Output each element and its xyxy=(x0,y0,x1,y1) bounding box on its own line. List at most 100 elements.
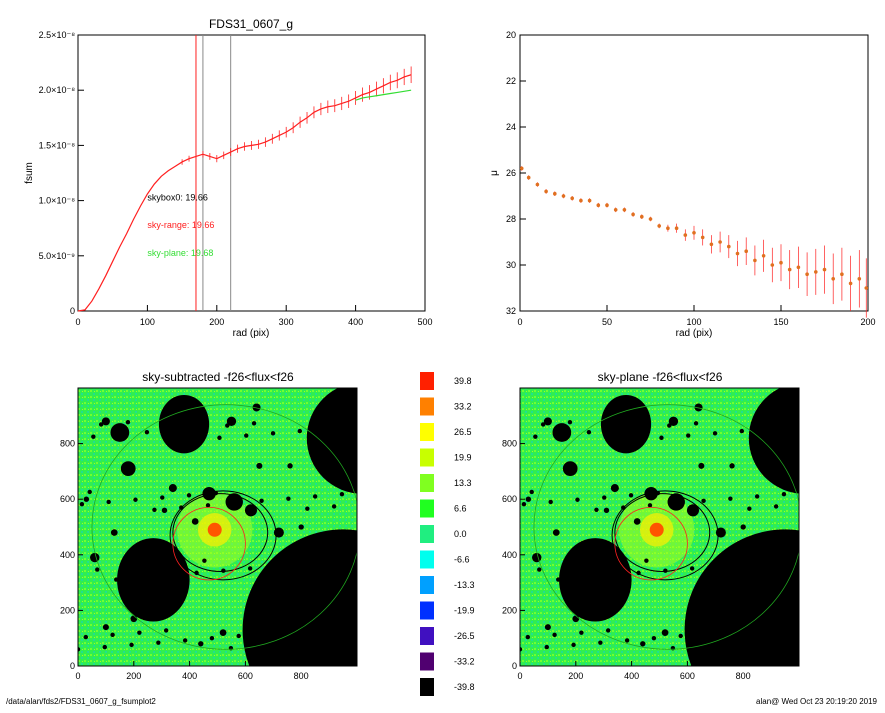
mu-xtick-label: 150 xyxy=(773,317,788,327)
star-mask-small xyxy=(785,436,790,442)
mu-point xyxy=(535,182,540,187)
fsum-ytick-label: 1.5×10⁻⁸ xyxy=(39,140,76,150)
fsum-ylabel: fsum xyxy=(24,162,35,184)
star-mask-small xyxy=(305,506,310,511)
star-mask xyxy=(110,529,118,536)
image-xtick-label: 800 xyxy=(736,671,751,681)
star-mask-small xyxy=(663,568,668,573)
mu-point xyxy=(840,272,844,277)
mu-point xyxy=(631,212,635,217)
star-mask xyxy=(761,539,770,548)
mu-ytick-label: 20 xyxy=(506,30,516,40)
mu-point xyxy=(519,166,524,171)
star-mask xyxy=(543,417,552,426)
star-mask xyxy=(562,461,578,476)
star-mask-small xyxy=(667,423,672,428)
star-mask-small xyxy=(79,502,85,507)
image-xtick-label: 600 xyxy=(238,671,253,681)
star-mask xyxy=(144,546,151,553)
mu-point xyxy=(570,196,574,201)
star-mask-small xyxy=(328,559,333,564)
mu-point xyxy=(848,281,853,286)
left-image-panel: sky-subtracted -f26<flux<f26 0 200 400 600 8… xyxy=(60,370,358,681)
fsum-skyplane-line xyxy=(355,89,412,101)
star-mask-small xyxy=(182,638,188,643)
image-ytick-label: 200 xyxy=(502,605,517,615)
colorbar-label: 39.8 xyxy=(454,376,472,386)
star-mask-small xyxy=(647,503,653,508)
star-mask-small xyxy=(567,419,573,425)
star-mask xyxy=(219,629,227,636)
star-mask xyxy=(102,624,109,631)
star-mask xyxy=(698,462,705,469)
fsum-xtick-label: 200 xyxy=(209,317,224,327)
image-xtick-label: 0 xyxy=(75,671,80,681)
fsum-xtick-label: 0 xyxy=(75,317,80,327)
mu-point xyxy=(718,240,722,244)
star-mask xyxy=(120,461,136,476)
image-xtick-label: 200 xyxy=(126,671,141,681)
colorbar-swatch xyxy=(420,652,434,671)
image-ytick-label: 0 xyxy=(512,661,517,671)
star-mask-small xyxy=(743,561,748,567)
mu-point xyxy=(831,277,835,281)
star-mask-small xyxy=(282,641,287,646)
image-frame xyxy=(77,387,358,667)
star-mask-small xyxy=(544,644,549,650)
star-mask-small xyxy=(613,427,618,433)
star-mask-small xyxy=(286,496,291,501)
mu-point xyxy=(692,231,696,235)
mu-point xyxy=(526,175,531,180)
star-mask-small xyxy=(190,437,195,443)
mu-point xyxy=(579,198,583,203)
fsum-annotation: sky-range: 19.66 xyxy=(147,220,214,230)
colorbar-swatch xyxy=(420,423,434,441)
mu-point xyxy=(553,191,557,196)
colorbar-label: 13.3 xyxy=(454,478,472,488)
star-mask-small xyxy=(266,576,272,581)
mu-point xyxy=(622,208,627,212)
fsum-ytick-label: 1.0×10⁻⁸ xyxy=(39,196,76,206)
mu-point xyxy=(544,189,548,194)
mu-panel: 0 50 100 150 200 20 22 24 26 28 30 32 rad (pix) μ xyxy=(489,30,876,339)
star-mask-small xyxy=(270,431,276,436)
star-mask-small xyxy=(575,497,580,502)
colorbar-label: -39.8 xyxy=(454,682,475,692)
star-mask-small xyxy=(609,572,614,578)
mask-top xyxy=(600,394,652,454)
star-mask xyxy=(686,504,700,517)
star-mask-small xyxy=(335,637,341,642)
star-mask-small xyxy=(770,559,775,564)
image-ytick-label: 800 xyxy=(502,439,517,449)
fsum-ytick-label: 0 xyxy=(70,306,75,316)
star-mask-small xyxy=(735,574,741,579)
star-mask-small xyxy=(602,495,607,500)
colorbar-swatch xyxy=(420,627,434,645)
mu-point xyxy=(779,260,783,265)
fsum-plot-area xyxy=(77,34,426,312)
fsum-xtick-label: 400 xyxy=(348,317,363,327)
star-mask-small xyxy=(781,491,787,497)
mu-point xyxy=(587,198,592,203)
star-mask xyxy=(633,518,641,525)
star-mask-small xyxy=(198,425,203,430)
colorbar-swatch xyxy=(420,448,434,467)
mask-large-left xyxy=(559,538,632,622)
star-mask-small xyxy=(83,634,89,640)
mask-corner-top xyxy=(748,388,799,494)
mu-point xyxy=(814,270,818,274)
colorbar-swatch xyxy=(420,397,434,416)
aperture-green xyxy=(533,404,799,650)
star-mask-small xyxy=(624,638,630,643)
star-mask-small xyxy=(579,630,584,635)
star-mask xyxy=(586,546,593,553)
star-mask-small xyxy=(556,577,561,582)
star-mask xyxy=(202,486,216,501)
star-mask-small xyxy=(114,577,119,582)
mu-point xyxy=(648,217,653,221)
mu-ytick-label: 24 xyxy=(506,122,516,132)
right-image-title: sky-plane -f26<flux<f26 xyxy=(598,370,723,384)
mu-point xyxy=(796,265,801,270)
mask-corner-top xyxy=(306,388,357,494)
star-mask xyxy=(572,615,580,623)
